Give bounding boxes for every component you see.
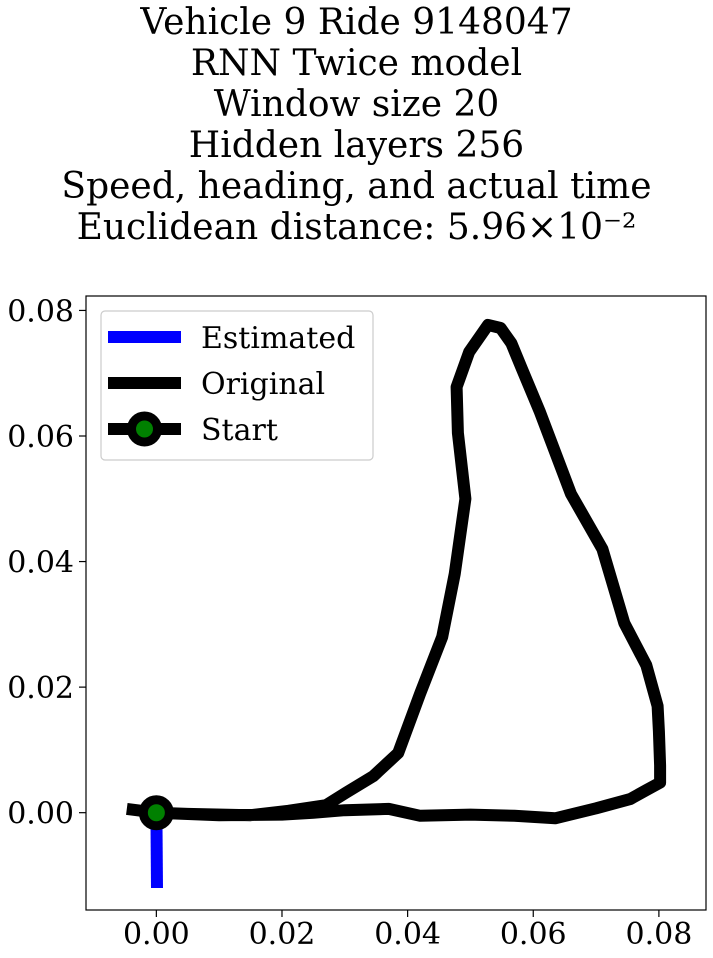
legend-marker-start: [127, 411, 162, 447]
y-tick-label: 0.04: [7, 546, 74, 581]
plot-area: [126, 318, 667, 889]
chart-title: Vehicle 9 Ride 9148047 RNN Twice model W…: [0, 2, 713, 248]
legend: Estimated Original Start: [100, 310, 374, 461]
y-tick-label: 0.02: [7, 671, 74, 706]
title-line-hidden-layers: Hidden layers 256: [188, 125, 525, 166]
series-line-original: [126, 318, 667, 825]
axes: 0.00 0.02 0.04 0.06 0.08 0.00 0.02 0.04 0.06 0.08: [7, 294, 707, 952]
x-tick-label: 0.06: [500, 917, 567, 952]
axes-frame: [85, 295, 707, 911]
legend-label-start: Start: [201, 413, 278, 448]
title-line-model: RNN Twice model: [190, 43, 523, 84]
y-tick-label: 0.00: [7, 797, 74, 832]
y-tick-label: 0.08: [7, 294, 74, 329]
x-tick-label: 0.02: [249, 917, 316, 952]
legend-box: [100, 310, 374, 461]
title-line-features: Speed, heading, and actual time: [61, 166, 652, 207]
start-marker: [138, 795, 174, 831]
title-line-vehicle-ride: Vehicle 9 Ride 9148047: [140, 2, 573, 43]
y-tick-label: 0.06: [7, 420, 74, 455]
title-line-euclidean-distance: Euclidean distance: 5.96×10⁻²: [76, 207, 637, 248]
x-tick-label: 0.04: [374, 917, 441, 952]
legend-label-original: Original: [201, 367, 325, 402]
x-tick-label: 0.08: [625, 917, 692, 952]
legend-label-estimated: Estimated: [201, 321, 355, 356]
title-line-window-size: Window size 20: [213, 84, 500, 125]
x-tick-label: 0.00: [123, 917, 190, 952]
